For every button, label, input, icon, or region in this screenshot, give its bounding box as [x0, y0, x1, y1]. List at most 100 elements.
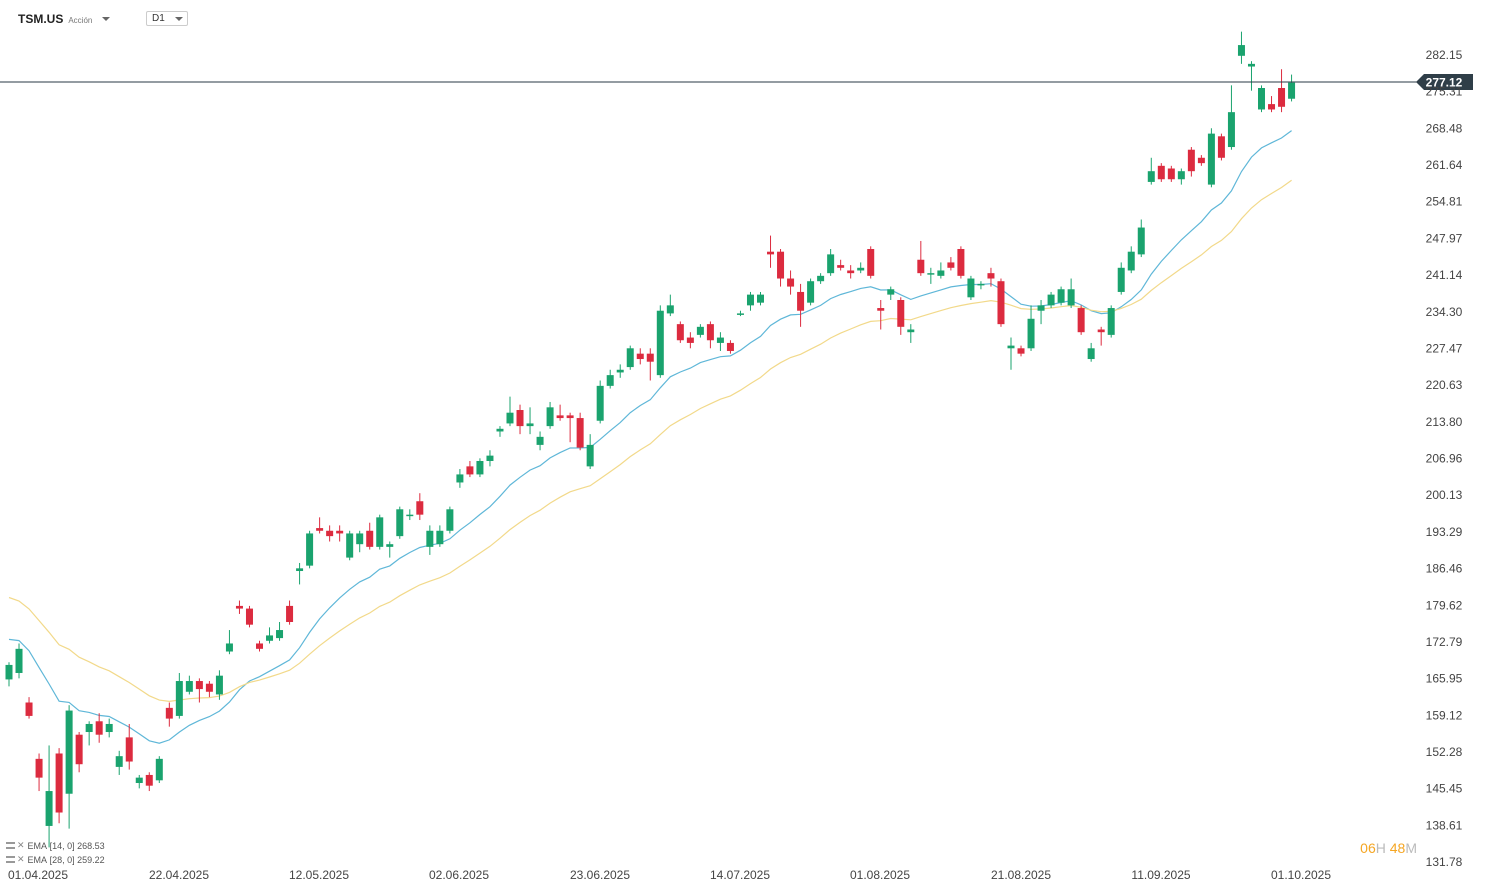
candle-body: [526, 423, 534, 427]
candle-body: [245, 608, 253, 625]
candle: [937, 262, 945, 279]
candle: [807, 278, 815, 306]
candle-body: [1207, 133, 1215, 185]
indicator-settings-icon[interactable]: [6, 842, 15, 849]
candle: [726, 340, 734, 354]
candle-body: [135, 777, 143, 784]
candle: [316, 517, 324, 534]
candle: [676, 321, 684, 343]
candle-body: [5, 664, 13, 680]
candle: [35, 753, 43, 792]
candle: [306, 530, 314, 569]
candle-body: [1007, 345, 1015, 349]
candle: [1207, 128, 1215, 188]
candle-body: [326, 530, 334, 537]
indicator-close-icon[interactable]: ✕: [17, 840, 25, 850]
candle: [987, 267, 995, 287]
candle: [396, 506, 404, 539]
candle-body: [887, 289, 895, 295]
indicator-legend-ema28[interactable]: ✕ EMA [28, 0] 259.22: [6, 854, 105, 865]
y-tick-label: 165.95: [1426, 672, 1463, 686]
candle: [386, 541, 394, 558]
indicator-params: [14, 0]: [49, 840, 75, 851]
candle-body: [205, 683, 213, 692]
candle-body: [25, 702, 33, 716]
candle: [576, 412, 584, 451]
indicator-settings-icon[interactable]: [6, 856, 15, 863]
time-axis[interactable]: 01.04.2025 22.04.2025 12.05.2025 02.06.2025…: [8, 868, 1331, 882]
price-axis[interactable]: 282.15 275.31 268.48 261.64 254.81 247.97 241.…: [1426, 48, 1463, 869]
candle: [927, 267, 935, 284]
y-tick-label: 200.13: [1426, 488, 1463, 502]
candle: [195, 678, 203, 703]
candle: [907, 324, 915, 343]
candle-body: [256, 643, 263, 649]
candle-body: [1177, 171, 1185, 180]
x-tick-label: 14.07.2025: [710, 868, 770, 882]
candle-body: [907, 329, 915, 333]
candle-body: [1077, 308, 1085, 333]
candle: [436, 525, 444, 547]
candle: [175, 672, 183, 719]
candle-body: [426, 530, 434, 547]
candle-body: [1157, 165, 1165, 180]
ema-line: [8, 130, 1292, 744]
candle: [65, 705, 73, 829]
candle: [205, 681, 213, 698]
candle-body: [997, 281, 1005, 325]
candle-body: [927, 273, 935, 275]
candle: [656, 305, 664, 378]
candle: [757, 291, 764, 306]
candle-body: [847, 270, 855, 274]
candle-body: [736, 313, 744, 315]
candle-body: [636, 353, 644, 360]
candle: [1217, 133, 1225, 161]
candle-body: [536, 436, 544, 445]
candle-body: [1258, 88, 1265, 110]
candle: [767, 235, 775, 268]
candle: [356, 530, 364, 553]
candle: [245, 605, 253, 628]
x-tick-label: 01.04.2025: [8, 868, 68, 882]
y-tick-label: 220.63: [1426, 378, 1463, 392]
candle: [466, 460, 474, 478]
candle: [1137, 219, 1145, 258]
candle-body: [656, 310, 664, 376]
candle: [85, 721, 93, 746]
candle-body: [546, 407, 554, 427]
candle: [1157, 163, 1165, 182]
candle-body: [286, 605, 294, 622]
candle: [1237, 31, 1245, 64]
symbol-dropdown-icon[interactable]: [102, 17, 111, 21]
candle: [135, 774, 143, 789]
timeframe-select[interactable]: D1: [146, 11, 188, 26]
indicator-legend-ema14[interactable]: ✕ EMA [14, 0] 268.53: [6, 840, 105, 851]
candle: [746, 291, 754, 311]
y-tick-label: 186.46: [1426, 562, 1463, 576]
candle-body: [1217, 136, 1225, 158]
x-tick-label: 01.10.2025: [1271, 868, 1331, 882]
candle-body: [586, 444, 594, 467]
candle: [887, 286, 895, 300]
y-tick-label: 268.48: [1426, 121, 1463, 135]
candle: [546, 401, 554, 429]
candle: [1067, 278, 1075, 309]
candle: [967, 275, 975, 300]
candle: [1167, 165, 1175, 182]
y-tick-label: 206.96: [1426, 452, 1463, 466]
candle: [1017, 345, 1025, 357]
candle: [1047, 291, 1055, 309]
symbol-label[interactable]: TSM.US: [18, 12, 64, 26]
candle: [1177, 168, 1185, 185]
candle: [847, 265, 855, 279]
candle: [1197, 155, 1205, 166]
candle-body: [977, 283, 985, 286]
indicator-close-icon[interactable]: ✕: [17, 854, 25, 864]
candle-body: [987, 273, 995, 279]
candle-body: [145, 774, 153, 786]
y-tick-label: 241.14: [1426, 268, 1463, 282]
candle-body: [1037, 305, 1045, 311]
candle: [716, 332, 724, 351]
candle: [215, 670, 223, 700]
